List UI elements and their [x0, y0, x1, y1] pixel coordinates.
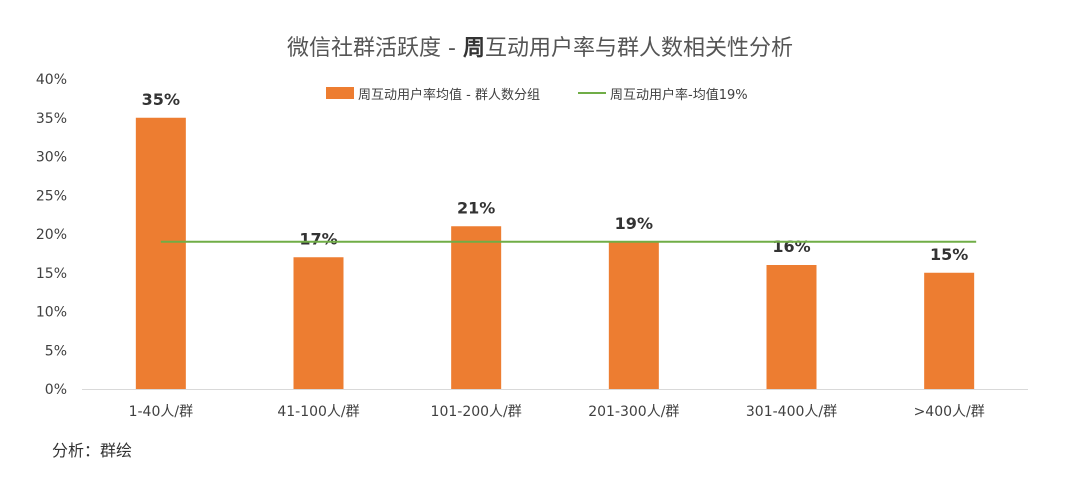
data-label: 16%	[772, 237, 810, 256]
data-label: 35%	[142, 90, 180, 109]
x-tick-label: 1-40人/群	[129, 404, 194, 420]
y-tick-label: 25%	[36, 188, 67, 204]
data-label: 21%	[457, 198, 495, 217]
y-tick-label: 20%	[36, 227, 67, 243]
legend-swatch-bars	[326, 87, 354, 99]
y-tick-label: 40%	[36, 72, 67, 88]
data-label: 15%	[930, 245, 968, 264]
chart-title-part3: 互动用户率与群人数相关性分析	[484, 36, 793, 61]
chart-title-part2: 周	[462, 36, 485, 61]
bar	[451, 226, 502, 389]
bar	[135, 117, 186, 389]
data-label: 19%	[615, 214, 653, 233]
footer-note: 分析：群绘	[52, 441, 133, 460]
bar	[293, 257, 344, 389]
x-tick-label: >400人/群	[914, 404, 985, 420]
x-tick-label: 301-400人/群	[746, 404, 837, 420]
bar	[766, 265, 817, 389]
chart-title: 微信社群活跃度 - 周互动用户率与群人数相关性分析	[0, 30, 1080, 62]
legend-label-bars: 周互动用户率均值 - 群人数分组	[358, 87, 540, 103]
data-label: 17%	[299, 229, 337, 248]
bar	[608, 241, 659, 389]
chart-title-part1: 微信社群活跃度 -	[287, 36, 463, 61]
legend-label-line: 周互动用户率-均值19%	[610, 87, 748, 103]
y-tick-label: 0%	[45, 382, 67, 398]
y-tick-label: 35%	[36, 111, 67, 127]
x-tick-label: 101-200人/群	[431, 404, 522, 420]
y-tick-label: 30%	[36, 150, 67, 166]
y-tick-label: 5%	[45, 343, 67, 359]
y-tick-label: 15%	[36, 266, 67, 282]
y-tick-label: 10%	[36, 305, 67, 321]
x-tick-label: 41-100人/群	[277, 404, 359, 420]
x-tick-label: 201-300人/群	[588, 404, 679, 420]
bar	[924, 272, 975, 389]
